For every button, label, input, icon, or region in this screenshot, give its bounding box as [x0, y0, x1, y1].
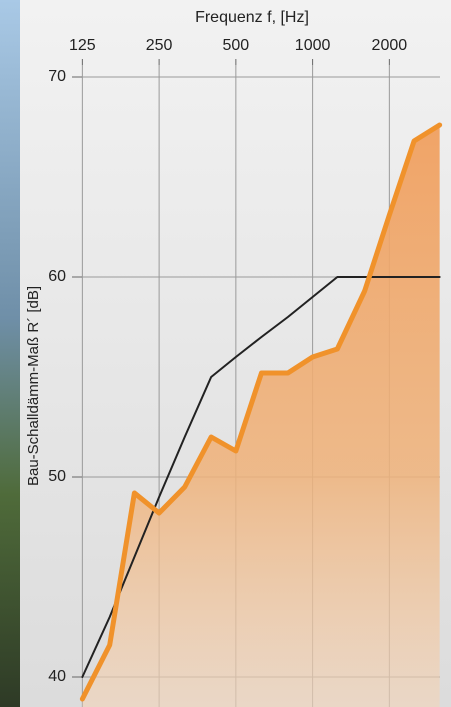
area [82, 125, 440, 707]
chart-title: Frequenz f, [Hz] [195, 9, 309, 26]
y-axis-label: Bau-Schalldämm-Maß R´ [dB] [25, 286, 42, 486]
line [79, 122, 443, 702]
line [81, 276, 441, 678]
x-tick-label: 500 [223, 37, 250, 54]
y-tick-label: 60 [48, 268, 66, 285]
y-tick-label: 70 [48, 68, 66, 85]
photo-strip [0, 0, 20, 707]
x-tick-label: 250 [146, 37, 173, 54]
y-tick-label: 40 [48, 668, 66, 685]
x-tick-label: 1000 [295, 37, 331, 54]
x-tick-label: 125 [69, 37, 96, 54]
y-tick-label: 50 [48, 468, 66, 485]
x-tick-label: 2000 [372, 37, 408, 54]
